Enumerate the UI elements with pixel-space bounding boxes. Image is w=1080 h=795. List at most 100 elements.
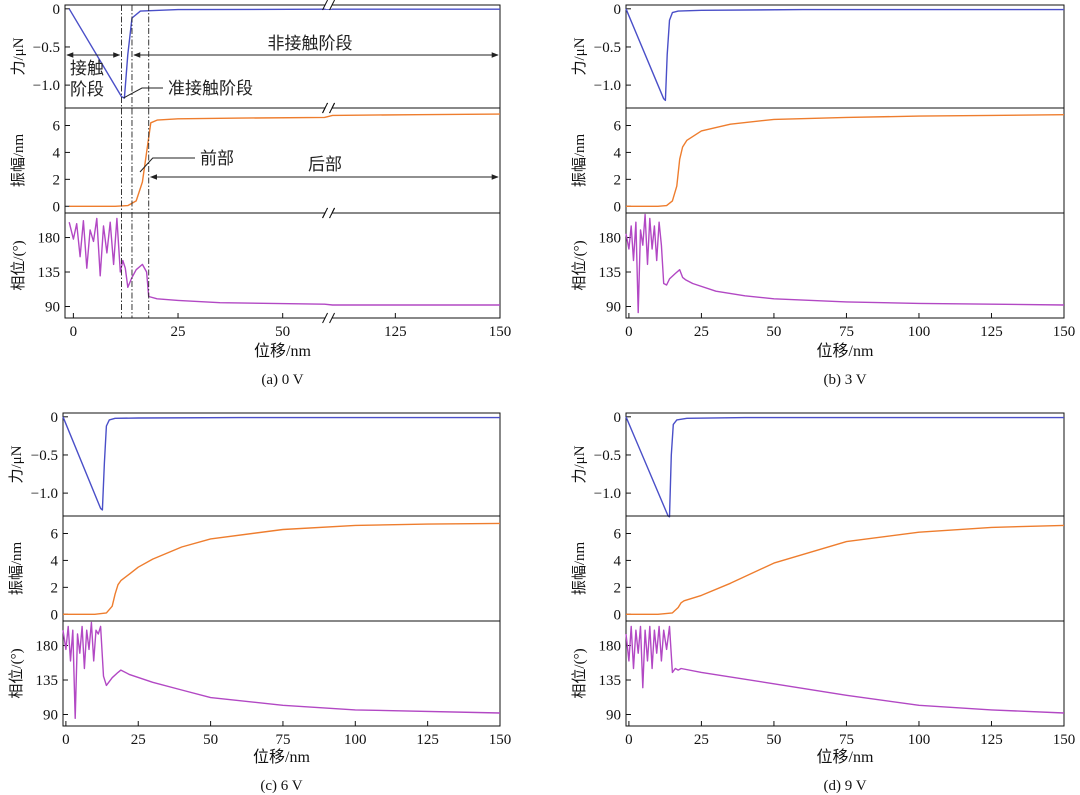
axis-break-gap	[325, 1, 332, 9]
y-tick-label: 6	[51, 527, 59, 543]
y-tick-label: 135	[36, 673, 59, 689]
y-tick-label: 2	[614, 172, 622, 188]
subplot-frame-amplitude	[64, 107, 501, 214]
y-axis-label-force: 力/μN	[10, 37, 27, 75]
quasi-contact-leader	[123, 87, 163, 99]
series-line-force	[68, 8, 500, 99]
x-tick-label: 75	[275, 732, 290, 748]
y-tick-label: 0	[614, 410, 622, 426]
x-tick-label: 0	[70, 324, 78, 340]
y-tick-label: 0	[53, 2, 61, 18]
contact-stage-label: 阶段	[70, 80, 104, 99]
y-tick-label: −1.0	[33, 78, 60, 94]
x-tick-label: 50	[766, 732, 781, 748]
x-tick-label: 125	[384, 324, 407, 340]
subplot-frame-phase	[64, 212, 501, 319]
subplot-frame-phase	[625, 212, 1065, 319]
x-axis-label: 位移/nm	[817, 342, 874, 360]
contact-stage-label: 接触	[70, 59, 104, 78]
panel-caption: (d) 9 V	[823, 778, 866, 794]
x-tick-label: 125	[416, 732, 439, 748]
x-tick-label: 0	[625, 324, 633, 340]
axis-break-mark	[329, 102, 335, 114]
y-tick-label: 2	[614, 580, 622, 596]
axis-break-gap	[325, 209, 332, 217]
x-tick-label: 150	[489, 324, 512, 340]
x-tick-label: 50	[203, 732, 218, 748]
y-axis-label-phase: 相位/(°)	[8, 648, 25, 698]
x-tick-label: 125	[980, 732, 1003, 748]
y-tick-label: 0	[614, 199, 622, 215]
x-tick-label: 100	[908, 732, 931, 748]
x-axis-label: 位移/nm	[254, 342, 311, 360]
subplot-frame-force	[625, 4, 1065, 109]
panel-caption: (a) 0 V	[261, 372, 303, 388]
y-tick-label: 0	[614, 607, 622, 623]
series-line-amplitude	[626, 114, 1065, 207]
y-tick-label: 0	[51, 607, 59, 623]
y-tick-label: −1.0	[594, 78, 621, 94]
chart-panel-1: 0 −0.5 −1.0 力/μN 0 2 4 6 振幅/nm 90 135 180 相位/(°) 0 25 5…	[10, 0, 511, 388]
series-line-phase	[625, 213, 1065, 314]
y-tick-label: −0.5	[33, 40, 60, 56]
x-axis-label: 位移/nm	[817, 748, 874, 766]
quasi-contact-label: 准接触阶段	[168, 79, 253, 98]
x-tick-label: 25	[694, 732, 709, 748]
y-tick-label: 135	[599, 265, 622, 281]
y-tick-label: 180	[36, 639, 59, 655]
series-line-amplitude	[626, 524, 1065, 615]
y-tick-label: 90	[606, 708, 621, 724]
front-section-label: 前部	[200, 149, 234, 168]
series-line-force	[625, 8, 1064, 102]
y-axis-label-force: 力/μN	[571, 37, 588, 75]
non-contact-stage-label: 非接触阶段	[268, 34, 353, 53]
y-tick-label: 180	[599, 231, 622, 247]
chart-panel-4: 0 −0.5 −1.0 力/μN 0 2 4 6 振幅/nm 90 135 180 相位/(°) 0 25 5…	[571, 410, 1075, 794]
chart-panel-3: 0 −0.5 −1.0 力/μN 0 2 4 6 振幅/nm 90 135 180 相位/(°) 0 25 5…	[8, 410, 511, 794]
axis-break-mark	[322, 102, 328, 114]
series-line-force	[62, 416, 500, 511]
x-tick-label: 100	[344, 732, 367, 748]
y-tick-label: 4	[614, 145, 622, 161]
axis-break-mark	[322, 0, 328, 11]
y-axis-label-amplitude: 振幅/nm	[10, 134, 27, 188]
y-axis-label-phase: 相位/(°)	[571, 648, 588, 698]
subplot-frame-phase	[625, 620, 1065, 727]
x-axis-label: 位移/nm	[253, 748, 310, 766]
y-tick-label: −1.0	[31, 486, 58, 502]
y-tick-label: 90	[43, 708, 58, 724]
panel-caption: (b) 3 V	[823, 372, 866, 388]
x-tick-label: 150	[1053, 324, 1076, 340]
subplot-frame-amplitude	[625, 515, 1065, 622]
front-section-leader	[139, 157, 195, 173]
axis-break-mark	[329, 0, 335, 11]
y-tick-label: 0	[51, 410, 59, 426]
x-tick-label: 25	[171, 324, 186, 340]
series-line-phase	[62, 621, 501, 719]
series-line-amplitude	[63, 522, 501, 615]
x-tick-label: 75	[839, 324, 854, 340]
x-tick-label: 50	[275, 324, 290, 340]
subplot-frame-force	[64, 4, 501, 109]
y-tick-label: 90	[606, 300, 621, 316]
y-tick-label: 90	[45, 300, 60, 316]
y-tick-label: −0.5	[594, 448, 621, 464]
y-axis-label-amplitude: 振幅/nm	[571, 134, 588, 188]
y-tick-label: 6	[614, 119, 622, 135]
y-tick-label: 0	[53, 199, 61, 215]
axis-break-mark	[322, 312, 328, 324]
panel-caption: (c) 6 V	[260, 778, 302, 794]
y-axis-label-phase: 相位/(°)	[571, 240, 588, 290]
y-tick-label: 4	[614, 553, 622, 569]
x-tick-label: 0	[62, 732, 70, 748]
y-tick-label: −1.0	[594, 486, 621, 502]
y-tick-label: 135	[599, 673, 622, 689]
subplot-frame-force	[625, 412, 1065, 517]
y-tick-label: 180	[38, 231, 61, 247]
series-line-force	[625, 416, 1064, 518]
y-axis-label-phase: 相位/(°)	[10, 240, 27, 290]
x-tick-label: 25	[131, 732, 146, 748]
y-axis-label-amplitude: 振幅/nm	[8, 542, 25, 596]
x-tick-label: 50	[766, 324, 781, 340]
y-tick-label: −0.5	[31, 448, 58, 464]
